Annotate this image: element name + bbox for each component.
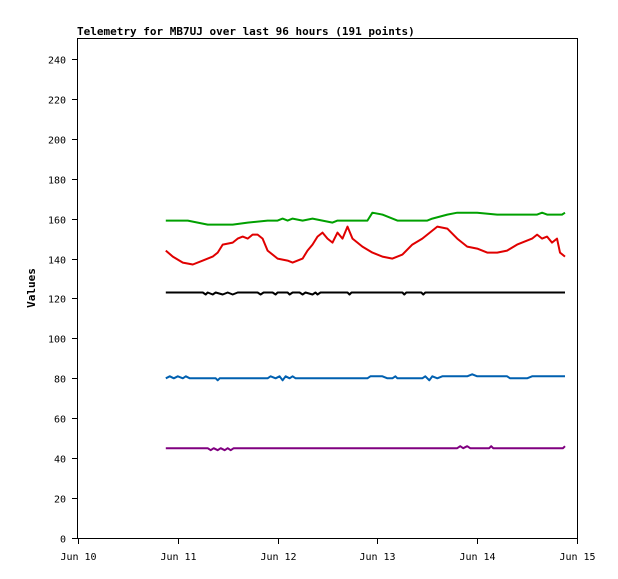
- series-line-5: [165, 445, 566, 452]
- y-tick-label: 40: [54, 455, 66, 466]
- chart-title: Telemetry for MB7UJ over last 96 hours (…: [77, 25, 415, 38]
- plot-frame: [77, 38, 578, 539]
- series-line-3: [165, 291, 565, 296]
- x-axis-ticks: Jun 10 Jun 11 Jun 12 Jun 13 Jun 14 Jun 15: [60, 538, 596, 563]
- y-tick-label: 140: [48, 256, 66, 267]
- x-tick-label: Jun 13: [359, 552, 395, 563]
- y-tick-label: 60: [54, 415, 66, 426]
- y-tick-label: 120: [48, 295, 66, 306]
- y-tick-label: 160: [48, 216, 66, 227]
- y-tick-label: 220: [48, 96, 66, 107]
- series-line-1: [165, 211, 566, 226]
- x-tick-label: Jun 11: [160, 552, 196, 563]
- x-tick-label: Jun 14: [459, 552, 495, 563]
- y-tick-label: 240: [48, 56, 66, 67]
- series-line-4: [165, 373, 565, 382]
- y-tick-label: 180: [48, 176, 66, 187]
- series-layer: [165, 211, 566, 452]
- y-tick-label: 20: [54, 495, 66, 506]
- series-line-2: [165, 225, 566, 266]
- y-axis-label: Values: [25, 268, 38, 308]
- y-axis-ticks: 0 20 40 60 80 100 120 140 160 180 200 220 240: [48, 56, 78, 546]
- y-tick-label: 200: [48, 136, 66, 147]
- x-tick-label: Jun 10: [60, 552, 96, 563]
- x-tick-label: Jun 15: [559, 552, 595, 563]
- y-tick-label: 100: [48, 335, 66, 346]
- x-tick-label: Jun 12: [260, 552, 296, 563]
- y-tick-label: 80: [54, 375, 66, 386]
- y-tick-label: 0: [60, 535, 66, 546]
